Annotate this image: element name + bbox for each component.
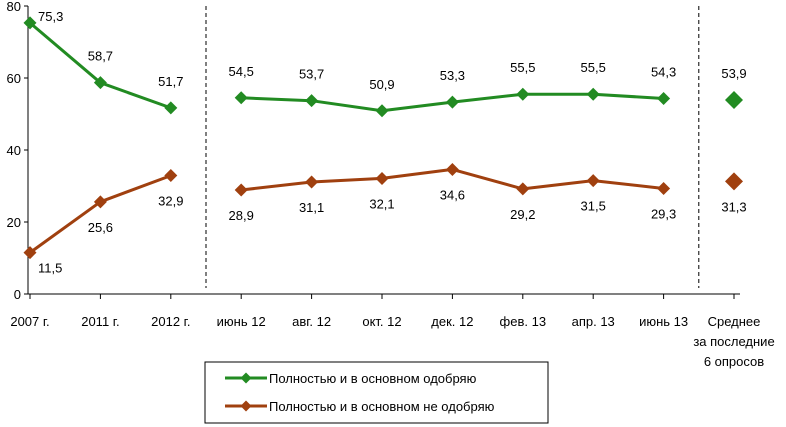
period-dividers: [205, 6, 700, 288]
data-point-marker: [234, 183, 248, 197]
y-tick-label: 20: [7, 215, 21, 230]
x-category-label-line: 2012 г.: [151, 314, 190, 329]
data-point-marker: [164, 101, 178, 115]
x-category-label: июнь 13: [639, 314, 688, 329]
x-category-label-line: Среднее: [708, 314, 761, 329]
x-category-label: дек. 12: [431, 314, 473, 329]
data-label: 32,1: [369, 196, 394, 211]
y-tick-label: 80: [7, 0, 21, 14]
data-point-marker: [164, 169, 178, 183]
data-label: 34,6: [440, 187, 465, 202]
data-point-marker: [516, 182, 530, 196]
x-category-label-line: 6 опросов: [704, 354, 764, 369]
x-category-label: фев. 13: [500, 314, 547, 329]
data-label: 31,1: [299, 200, 324, 215]
data-point-marker: [445, 95, 459, 109]
x-category-label-line: апр. 13: [572, 314, 615, 329]
data-point-marker: [93, 76, 107, 90]
x-category-label-line: 2011 г.: [81, 314, 119, 329]
data-point-marker: [23, 246, 37, 260]
data-label: 55,5: [510, 60, 535, 75]
data-point-marker: [586, 174, 600, 188]
data-label: 32,9: [158, 194, 183, 209]
legend-marker: [240, 372, 252, 384]
legend-label: Полностью и в основном не одобряю: [269, 399, 495, 414]
x-category-label-line: июнь 13: [639, 314, 688, 329]
legend-label: Полностью и в основном одобряю: [269, 371, 477, 386]
chart-legend: Полностью и в основном одобряю Полностью …: [204, 361, 549, 424]
data-point-marker: [445, 162, 459, 176]
data-label: 51,7: [158, 74, 183, 89]
data-label: 53,3: [440, 68, 465, 83]
data-point-marker: [305, 94, 319, 108]
x-category-label-line: окт. 12: [362, 314, 401, 329]
data-label: 53,9: [721, 66, 746, 81]
data-label: 55,5: [581, 60, 606, 75]
data-label: 25,6: [88, 220, 113, 235]
data-point-marker: [725, 172, 743, 191]
x-category-label-line: июнь 12: [217, 314, 266, 329]
x-category-label: Среднее за последние 6 опросов: [693, 314, 774, 369]
y-tick-label: 0: [14, 287, 21, 302]
data-label: 50,9: [369, 77, 394, 92]
legend-marker: [240, 400, 252, 412]
x-category-label: окт. 12: [362, 314, 401, 329]
data-label: 53,7: [299, 67, 324, 82]
data-point-marker: [305, 175, 319, 189]
data-point-marker: [375, 171, 389, 185]
data-point-marker: [516, 87, 530, 101]
data-label: 54,3: [651, 65, 676, 80]
chart-axes: 0 20 40 60 80 2007 г. 2011 г. 2012 г. июнь 12 авг…: [7, 0, 775, 369]
y-tick-label: 60: [7, 71, 21, 86]
series-markers: [23, 16, 743, 260]
data-point-marker: [657, 92, 671, 106]
x-category-label: авг. 12: [292, 314, 331, 329]
data-point-marker: [586, 87, 600, 101]
x-category-label: апр. 13: [572, 314, 615, 329]
x-category-label: 2007 г.: [10, 314, 49, 329]
x-category-label: 2012 г.: [151, 314, 190, 329]
y-tick-label: 40: [7, 143, 21, 158]
x-category-label: 2011 г.: [81, 314, 119, 329]
x-category-label-line: дек. 12: [431, 314, 473, 329]
data-label: 29,3: [651, 207, 676, 222]
data-label: 28,9: [229, 208, 254, 223]
data-label: 54,5: [229, 64, 254, 79]
x-category-label-line: 2007 г.: [10, 314, 49, 329]
data-label: 75,3: [38, 9, 63, 24]
data-point-marker: [725, 90, 743, 109]
x-category-label-line: фев. 13: [500, 314, 547, 329]
x-category-label-line: за последние: [693, 334, 774, 349]
data-labels: 75,3 58,7 51,7 54,5 53,7 50,9 53,3 55,5 55,5 54,3…: [38, 9, 747, 276]
series-lines: [29, 21, 664, 254]
data-label: 58,7: [88, 49, 113, 64]
x-category-label: июнь 12: [217, 314, 266, 329]
data-point-marker: [657, 182, 671, 196]
series-line: [29, 174, 172, 254]
data-label: 11,5: [38, 261, 62, 276]
data-point-marker: [23, 16, 37, 30]
legend-box: [204, 361, 549, 424]
data-point-marker: [93, 195, 107, 209]
data-point-marker: [375, 104, 389, 118]
data-label: 31,5: [581, 199, 606, 214]
data-label: 31,3: [721, 199, 746, 214]
data-point-marker: [234, 91, 248, 105]
x-category-label-line: авг. 12: [292, 314, 331, 329]
series-line: [29, 21, 172, 110]
data-label: 29,2: [510, 207, 535, 222]
